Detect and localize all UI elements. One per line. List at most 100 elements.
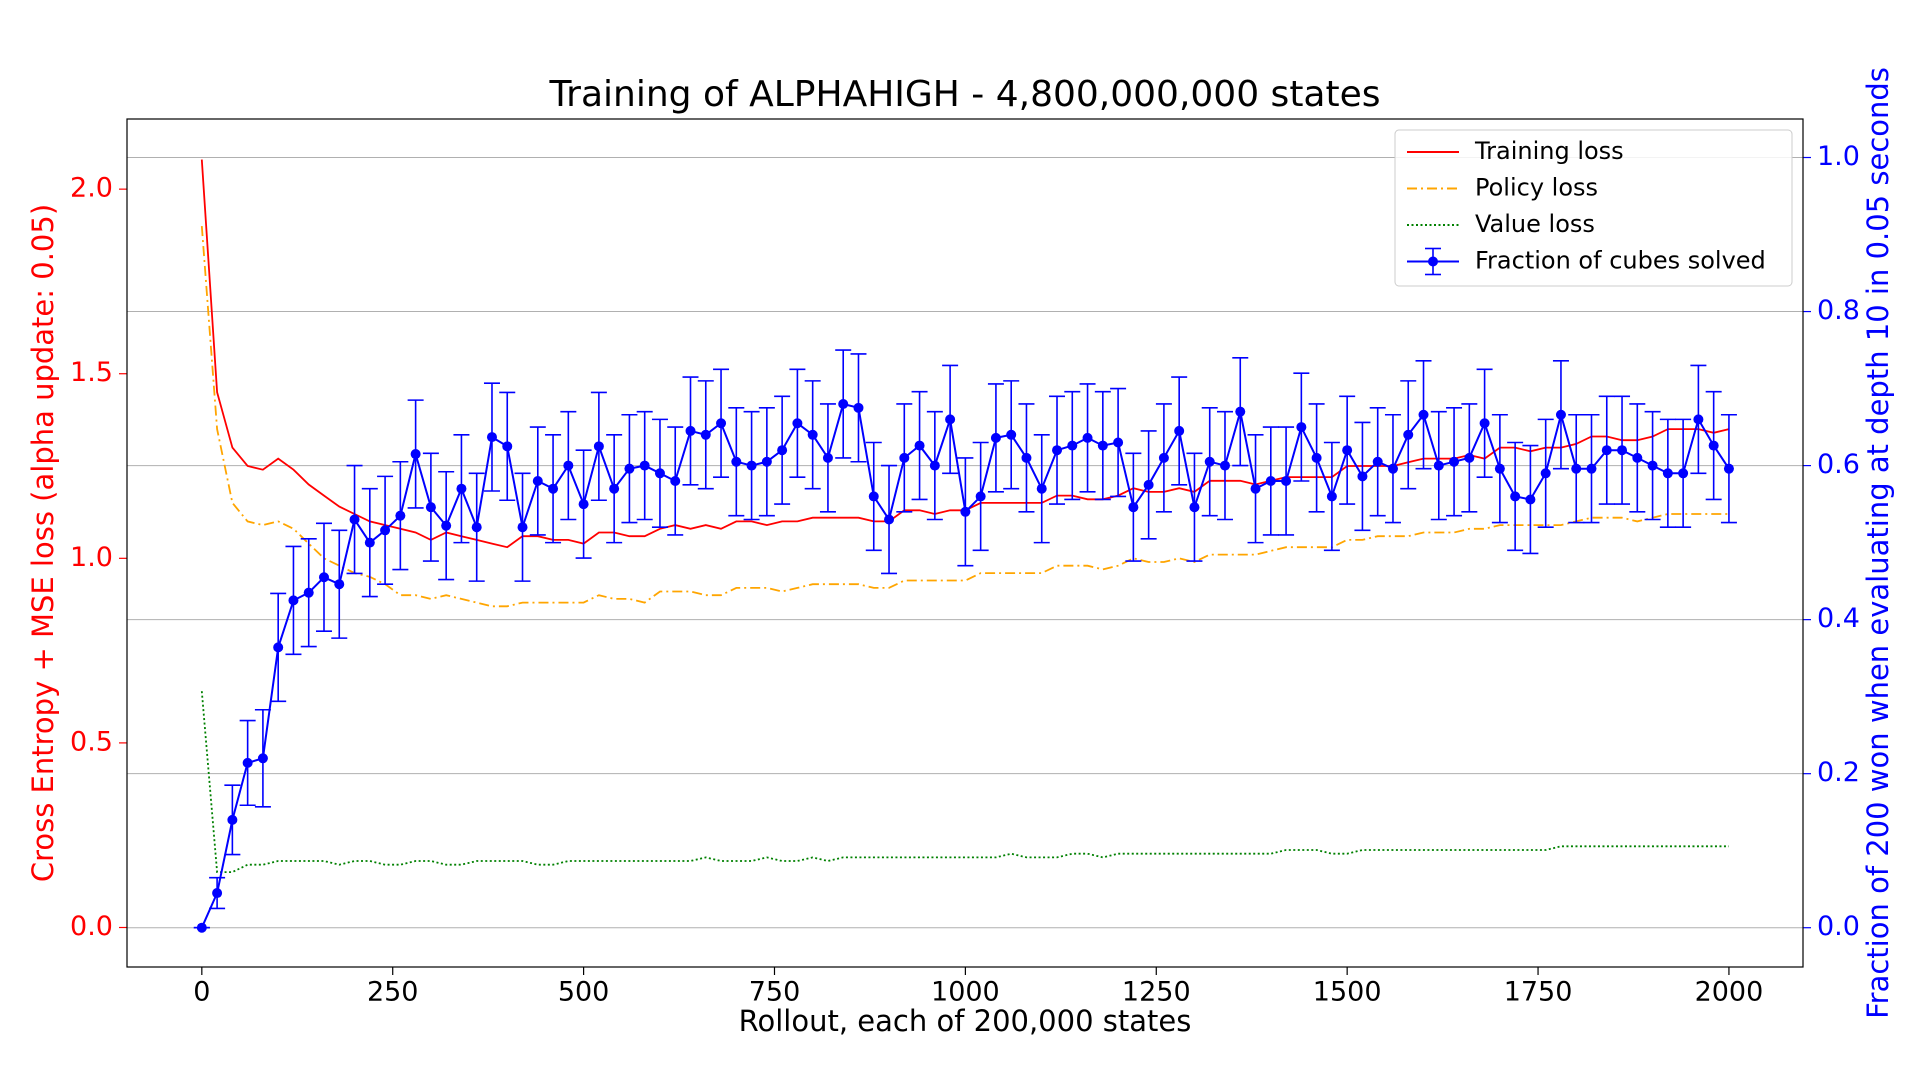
marker xyxy=(380,525,391,536)
marker xyxy=(761,456,772,467)
y-tick-label: 1.5 xyxy=(70,357,113,388)
marker xyxy=(471,522,482,533)
marker xyxy=(1265,475,1276,486)
marker xyxy=(1067,440,1078,451)
marker xyxy=(746,460,757,471)
marker xyxy=(1174,425,1185,436)
marker xyxy=(1449,456,1460,467)
marker xyxy=(1555,409,1566,420)
marker xyxy=(1082,432,1093,443)
y2-tick-label: 0.2 xyxy=(1817,757,1860,788)
marker xyxy=(1250,483,1261,494)
marker xyxy=(502,441,513,452)
marker xyxy=(1662,468,1673,479)
marker xyxy=(303,587,314,598)
x-tick-label: 250 xyxy=(367,977,419,1008)
marker xyxy=(1418,409,1429,420)
marker xyxy=(425,502,436,513)
marker xyxy=(1540,468,1551,479)
marker xyxy=(807,429,818,440)
marker xyxy=(716,418,727,429)
x-tick-label: 1750 xyxy=(1504,977,1573,1008)
marker xyxy=(1021,452,1032,463)
marker xyxy=(532,475,543,486)
legend-label: Value loss xyxy=(1475,210,1595,238)
marker xyxy=(1189,502,1200,513)
y-tick-label: 0.0 xyxy=(70,911,113,942)
marker xyxy=(1372,456,1383,467)
marker xyxy=(1708,440,1719,451)
marker xyxy=(563,460,574,471)
marker xyxy=(700,429,711,440)
marker xyxy=(1571,463,1582,474)
marker xyxy=(1678,468,1689,479)
marker xyxy=(1143,479,1154,490)
line-series xyxy=(200,691,1729,873)
marker xyxy=(1403,429,1414,440)
marker xyxy=(1586,463,1597,474)
marker xyxy=(1052,445,1063,456)
marker xyxy=(1326,491,1337,502)
marker xyxy=(731,456,742,467)
marker xyxy=(196,922,207,933)
marker xyxy=(670,475,681,486)
legend-label: Policy loss xyxy=(1475,174,1598,202)
marker xyxy=(685,425,696,436)
y-tick-label: 2.0 xyxy=(70,173,113,204)
x-tick-label: 1000 xyxy=(931,977,1000,1008)
marker xyxy=(441,520,452,531)
marker xyxy=(990,432,1001,443)
marker xyxy=(1006,429,1017,440)
marker xyxy=(792,418,803,429)
marker xyxy=(273,642,284,653)
marker xyxy=(212,888,223,899)
marker xyxy=(1510,491,1521,502)
marker xyxy=(1204,456,1215,467)
marker xyxy=(486,432,497,443)
marker xyxy=(1311,452,1322,463)
marker xyxy=(1632,452,1643,463)
marker xyxy=(1525,494,1536,505)
marker xyxy=(868,491,879,502)
marker xyxy=(1601,445,1612,456)
marker xyxy=(1723,463,1734,474)
x-tick-label: 1500 xyxy=(1313,977,1382,1008)
legend-label: Training loss xyxy=(1474,137,1624,165)
marker xyxy=(593,441,604,452)
marker xyxy=(257,753,268,764)
marker xyxy=(1357,471,1368,482)
marker xyxy=(1617,445,1628,456)
marker xyxy=(548,483,559,494)
marker xyxy=(1647,460,1658,471)
marker xyxy=(1128,502,1139,513)
marker xyxy=(227,814,238,825)
legend-swatch xyxy=(1428,256,1438,267)
marker xyxy=(624,463,635,474)
line-series xyxy=(200,226,1729,608)
marker xyxy=(1693,414,1704,425)
marker xyxy=(960,506,971,517)
marker xyxy=(838,398,849,409)
x-tick-label: 1250 xyxy=(1122,977,1191,1008)
marker xyxy=(242,757,253,768)
marker xyxy=(899,452,910,463)
y-tick-label: 0.5 xyxy=(70,726,113,757)
x-tick-label: 2000 xyxy=(1695,977,1764,1008)
marker xyxy=(1342,445,1353,456)
y2-tick-label: 0.4 xyxy=(1817,603,1860,634)
marker xyxy=(1494,463,1505,474)
y2-tick-label: 1.0 xyxy=(1817,141,1860,172)
marker xyxy=(1464,452,1475,463)
marker xyxy=(395,510,406,521)
marker xyxy=(914,440,925,451)
marker xyxy=(410,449,421,460)
marker xyxy=(1433,460,1444,471)
marker xyxy=(929,460,940,471)
y2-tick-label: 0.8 xyxy=(1817,295,1860,326)
x-tick-label: 750 xyxy=(749,977,801,1008)
marker xyxy=(1235,406,1246,417)
marker xyxy=(884,514,895,525)
plot-frame xyxy=(126,118,1804,968)
